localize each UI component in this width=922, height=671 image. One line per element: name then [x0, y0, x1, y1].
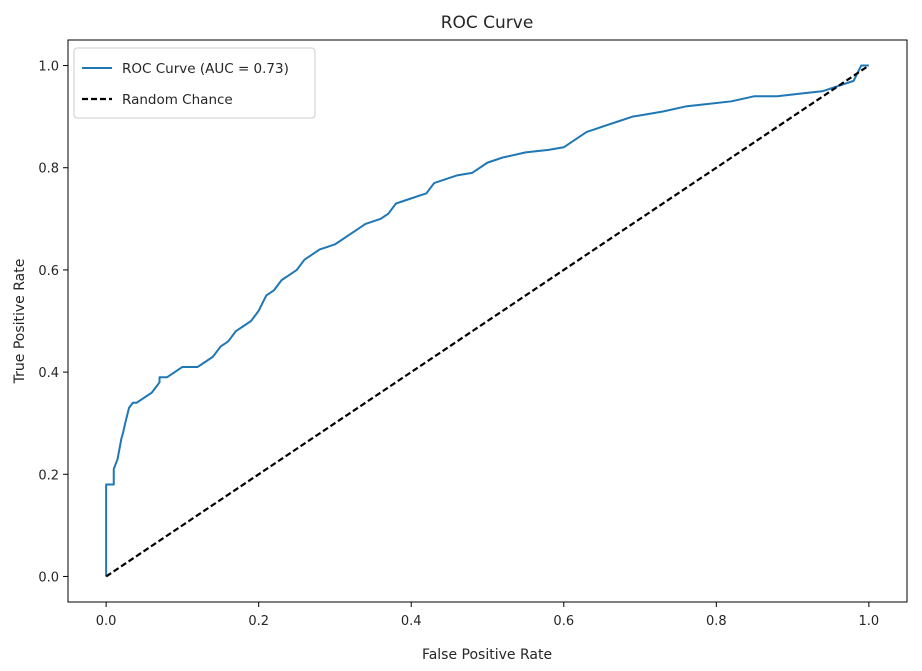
legend-label-roc-curve: ROC Curve (AUC = 0.73): [122, 61, 289, 77]
x-tick-label: 0.0: [96, 614, 117, 629]
y-tick-label: 0.6: [38, 264, 59, 279]
y-tick-label: 0.4: [38, 366, 59, 381]
x-tick-label: 0.6: [553, 614, 574, 629]
y-tick-label: 0.2: [38, 468, 59, 483]
y-tick-label: 0.0: [38, 570, 59, 585]
x-tick-label: 1.0: [859, 614, 880, 629]
x-tick-label: 0.4: [401, 614, 422, 629]
plot-area: [67, 39, 908, 603]
random-chance-line: [105, 64, 870, 578]
y-axis-ticks: 0.0 0.2 0.4 0.6 0.8 1.0: [38, 60, 68, 585]
x-tick-label: 0.8: [706, 614, 727, 629]
x-tick-label: 0.2: [248, 614, 269, 629]
chart-title: ROC Curve: [441, 13, 534, 33]
y-tick-label: 0.8: [38, 162, 59, 177]
y-tick-label: 1.0: [38, 60, 59, 75]
x-axis-ticks: 0.0 0.2 0.4 0.6 0.8 1.0: [96, 602, 879, 629]
x-axis-title: False Positive Rate: [422, 647, 552, 663]
legend-box: [73, 47, 316, 119]
y-axis-title: True Positive Rate: [12, 259, 28, 385]
legend: ROC Curve (AUC = 0.73) Random Chance: [73, 47, 316, 119]
legend-label-random-chance: Random Chance: [122, 92, 233, 108]
roc-curve-line: [105, 64, 869, 577]
series-layer: [105, 64, 870, 578]
